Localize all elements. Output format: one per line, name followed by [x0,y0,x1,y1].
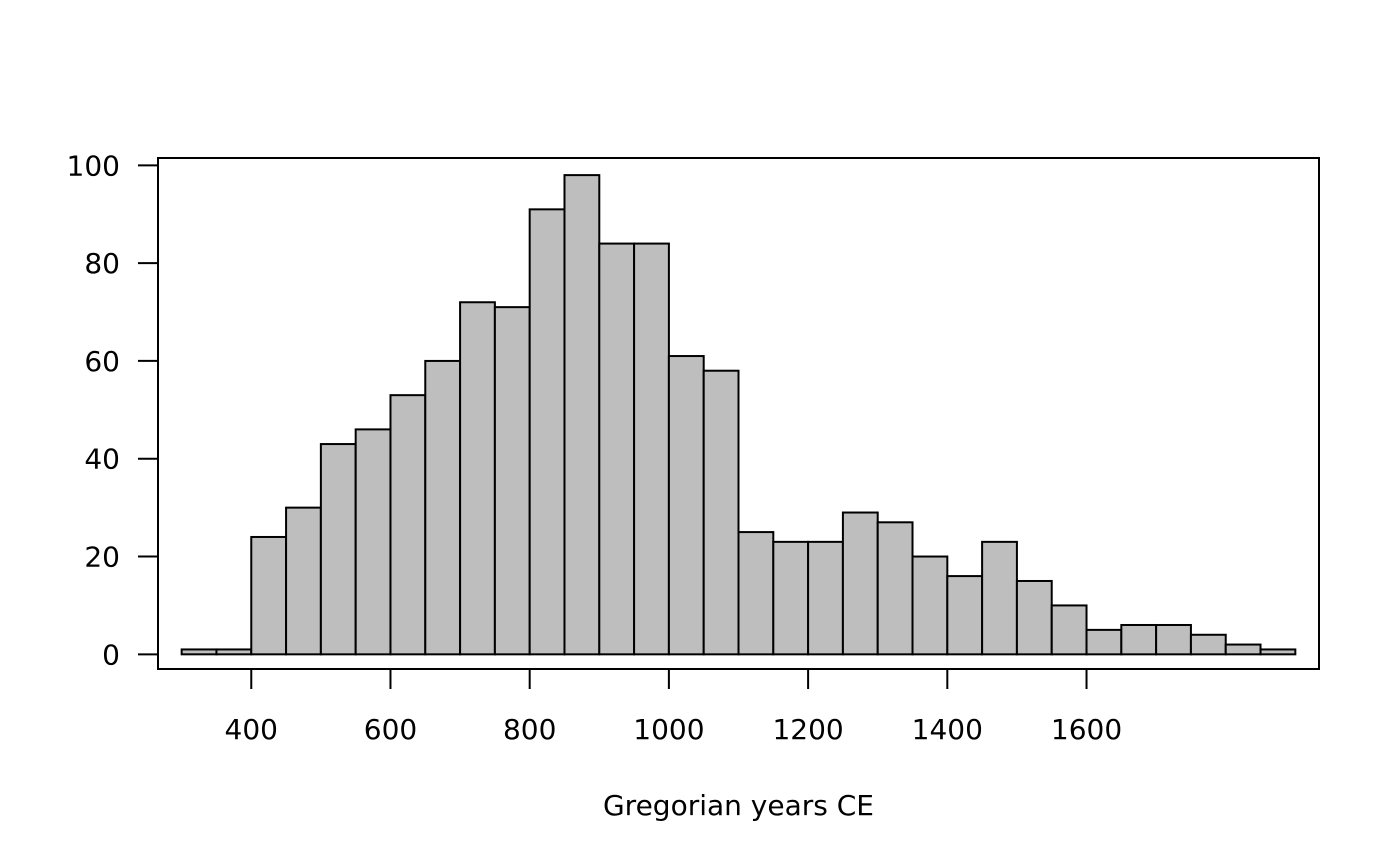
y-tick-label: 80 [84,247,120,280]
bars-group [180,174,1297,656]
x-tick-label: 400 [225,713,278,746]
histogram-bar [285,506,322,656]
histogram-bar [737,531,775,656]
histogram-bar [180,648,218,656]
histogram-bar [354,428,392,656]
y-tick-label: 20 [84,541,120,574]
histogram-bar [1155,623,1192,656]
histogram-bar [702,369,740,656]
histogram-bar [215,648,253,656]
histogram-bar [459,301,496,656]
x-tick-label: 1200 [772,713,843,746]
histogram-bar [1085,628,1123,656]
histogram-bar [528,208,566,656]
histogram-bar [876,521,914,656]
histogram-bar [1224,643,1262,656]
histogram-bar [946,575,984,656]
y-tick-label: 60 [84,345,120,378]
histogram-bar [1189,633,1227,656]
y-axis: 0 20 40 60 80 100 [67,149,159,671]
histogram-bar [667,355,705,656]
histogram-bar [424,359,462,656]
histogram-bar [1050,604,1088,656]
x-tick-label: 800 [503,713,556,746]
histogram-bar [1259,648,1297,656]
histogram-bar [1015,579,1053,656]
x-axis-title: Gregorian years CE [603,789,874,822]
x-tick-label: 600 [364,713,417,746]
histogram-bar [598,242,636,656]
histogram-bar [250,535,288,656]
x-tick-label: 1000 [633,713,704,746]
histogram-bar [319,443,357,656]
histogram-bar [911,555,949,656]
y-tick-label: 100 [67,149,120,182]
histogram-bar [772,540,810,656]
histogram-bar [633,242,670,656]
histogram-bar [563,174,601,656]
x-tick-label: 1400 [912,713,983,746]
x-tick-label: 1600 [1051,713,1122,746]
histogram-bar [1120,623,1158,656]
histogram-bar [493,306,531,656]
y-tick-label: 40 [84,443,120,476]
histogram-bar [807,540,844,656]
x-axis: 400 600 800 1000 1200 1400 1600 [225,668,1122,746]
histogram-bar [981,540,1018,656]
histogram-bar [389,394,427,656]
y-tick-label: 0 [102,638,120,671]
histogram-bar [841,511,879,656]
